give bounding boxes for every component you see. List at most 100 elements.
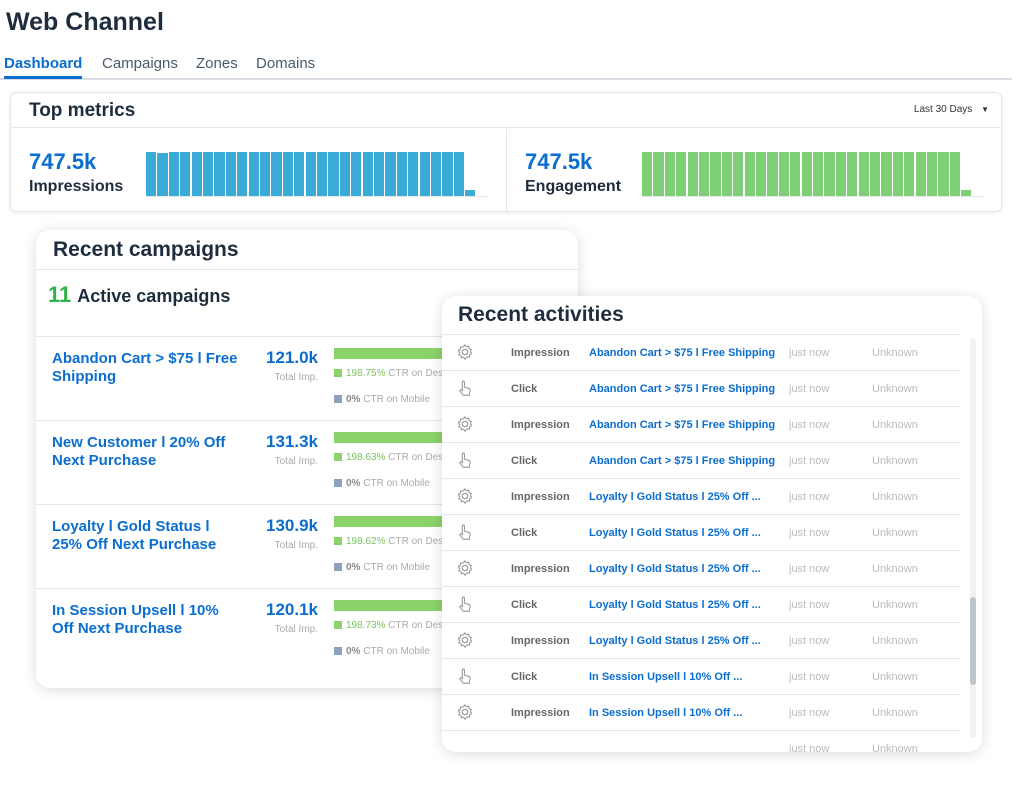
spark-bar [419, 152, 430, 196]
active-label: Active campaigns [77, 286, 231, 306]
engagement-label: Engagement [525, 178, 622, 195]
spark-bar [915, 152, 926, 196]
activity-campaign-link[interactable]: Abandon Cart > $75 l Free Shipping [589, 419, 776, 431]
date-range-dropdown[interactable]: Last 30 Days ▼ [914, 104, 989, 115]
campaign-name-link[interactable]: Abandon Cart > $75 l Free Shipping [52, 350, 238, 385]
mobile-ctr-label: CTR on Mobile [363, 562, 430, 573]
campaign-name-link[interactable]: In Session Upsell l 10% Off Next Purchas… [52, 602, 219, 637]
spark-bar [904, 152, 915, 196]
activity-campaign-link[interactable]: Loyalty l Gold Status l 25% Off ... [589, 599, 761, 611]
campaign-name-link[interactable]: New Customer l 20% Off Next Purchase [52, 434, 226, 469]
spark-bar [351, 152, 362, 196]
spark-bar [790, 152, 801, 196]
activity-campaign-link[interactable]: Abandon Cart > $75 l Free Shipping [589, 383, 776, 395]
legend-swatch [334, 621, 342, 629]
spark-bar [271, 152, 282, 196]
spark-bar [835, 152, 846, 196]
campaign-name-link[interactable]: Loyalty l Gold Status l 25% Off Next Pur… [52, 518, 217, 553]
activity-type: Impression [511, 419, 570, 431]
activity-location: Unknown [872, 671, 918, 683]
tab-zones[interactable]: Zones [196, 55, 238, 72]
gear-icon [456, 631, 474, 649]
spark-bar [385, 152, 396, 196]
gear-icon [456, 487, 474, 505]
activity-campaign-link[interactable]: Loyalty l Gold Status l 25% Off ... [589, 527, 761, 539]
spark-bar [653, 152, 664, 196]
active-count: 11 [48, 282, 72, 307]
engagement-metric: 747.5k Engagement [508, 129, 1003, 213]
activity-campaign-link[interactable]: Abandon Cart > $75 l Free Shipping [589, 347, 776, 359]
activity-campaign-link[interactable]: In Session Upsell l 10% Off ... [589, 707, 743, 719]
desktop-ctr-pct: 198.73% [346, 620, 386, 631]
spark-bar [214, 152, 225, 196]
mobile-ctr: 0% CTR on Mobile [334, 646, 430, 657]
date-range-value: Last 30 Days [913, 104, 973, 115]
activity-row: Impression Loyalty l Gold Status l 25% O… [442, 551, 960, 587]
spark-bar [676, 152, 687, 196]
total-impressions: 130.9k [266, 516, 318, 535]
spark-bar [961, 189, 972, 196]
activity-row: Impression Abandon Cart > $75 l Free Shi… [442, 335, 960, 371]
tab-dashboard[interactable]: Dashboard [4, 55, 83, 79]
hand-pointer-icon [456, 451, 474, 469]
campaign-row: New Customer l 20% Off Next Purchase 131… [36, 420, 578, 504]
spark-bar [744, 152, 755, 196]
activity-location: Unknown [872, 491, 918, 503]
scrollbar-track[interactable] [970, 338, 976, 738]
activity-campaign-link[interactable]: Loyalty l Gold Status l 25% Off ... [589, 491, 761, 503]
spark-bar [294, 152, 305, 196]
total-impressions: 120.1k [266, 600, 318, 619]
total-impressions-label: Total Imp. [274, 372, 318, 383]
spark-bar [733, 152, 744, 196]
mobile-ctr: 0% CTR on Mobile [334, 478, 430, 489]
activity-time: just now [789, 527, 830, 539]
engagement-sparkbar [642, 152, 984, 197]
activity-location: Unknown [872, 347, 918, 359]
desktop-ctr: 198.63% CTR on Des [334, 452, 443, 463]
activity-row: Impression Abandon Cart > $75 l Free Shi… [442, 407, 960, 443]
activity-campaign-link[interactable]: Loyalty l Gold Status l 25% Off ... [589, 635, 761, 647]
activity-time: just now [789, 707, 830, 719]
activity-type: Click [511, 383, 538, 395]
activity-campaign-link[interactable]: In Session Upsell l 10% Off ... [589, 671, 743, 683]
activity-time: just now [789, 599, 830, 611]
legend-swatch [334, 537, 342, 545]
scrollbar-thumb[interactable] [970, 597, 976, 685]
tab-campaigns[interactable]: Campaigns [102, 55, 178, 72]
desktop-ctr-label: CTR on Des [388, 536, 444, 547]
tab-bar: Dashboard Campaigns Zones Domains [0, 55, 1012, 80]
spark-bar [396, 152, 407, 196]
hand-pointer-icon [456, 379, 474, 397]
recent-campaigns-title: Recent campaigns [53, 238, 239, 261]
hand-pointer-icon [456, 667, 474, 685]
mobile-ctr-label: CTR on Mobile [363, 478, 430, 489]
spark-bar [892, 152, 903, 196]
activity-location: Unknown [872, 527, 918, 539]
spark-bar [442, 152, 453, 196]
spark-bar [453, 152, 464, 196]
desktop-ctr-pct: 198.63% [346, 452, 386, 463]
total-impressions: 121.0k [266, 348, 318, 367]
desktop-ctr: 198.75% CTR on Des [334, 368, 443, 379]
tab-domains[interactable]: Domains [256, 55, 316, 72]
activity-location: Unknown [872, 599, 918, 611]
spark-bar [146, 152, 157, 196]
desktop-ctr: 198.73% CTR on Des [334, 620, 443, 631]
activity-row: Click Abandon Cart > $75 l Free Shipping… [442, 443, 960, 479]
activity-location: Unknown [872, 419, 918, 431]
mobile-ctr-label: CTR on Mobile [363, 394, 430, 405]
activity-time: just now [789, 563, 830, 575]
recent-activities-title: Recent activities [458, 303, 624, 326]
spark-bar [801, 152, 812, 196]
activity-campaign-link[interactable]: Loyalty l Gold Status l 25% Off ... [589, 563, 761, 575]
active-campaigns-summary: 11 Active campaigns [48, 282, 230, 308]
desktop-ctr-label: CTR on Des [388, 620, 444, 631]
spark-bar [225, 152, 236, 196]
spark-bar [927, 152, 938, 196]
activity-time: just now [789, 347, 830, 359]
total-impressions: 131.3k [266, 432, 318, 451]
spark-bar [858, 152, 869, 196]
spark-bar [664, 152, 675, 196]
activity-campaign-link[interactable]: Abandon Cart > $75 l Free Shipping [589, 455, 776, 467]
activity-type: Click [511, 527, 538, 539]
